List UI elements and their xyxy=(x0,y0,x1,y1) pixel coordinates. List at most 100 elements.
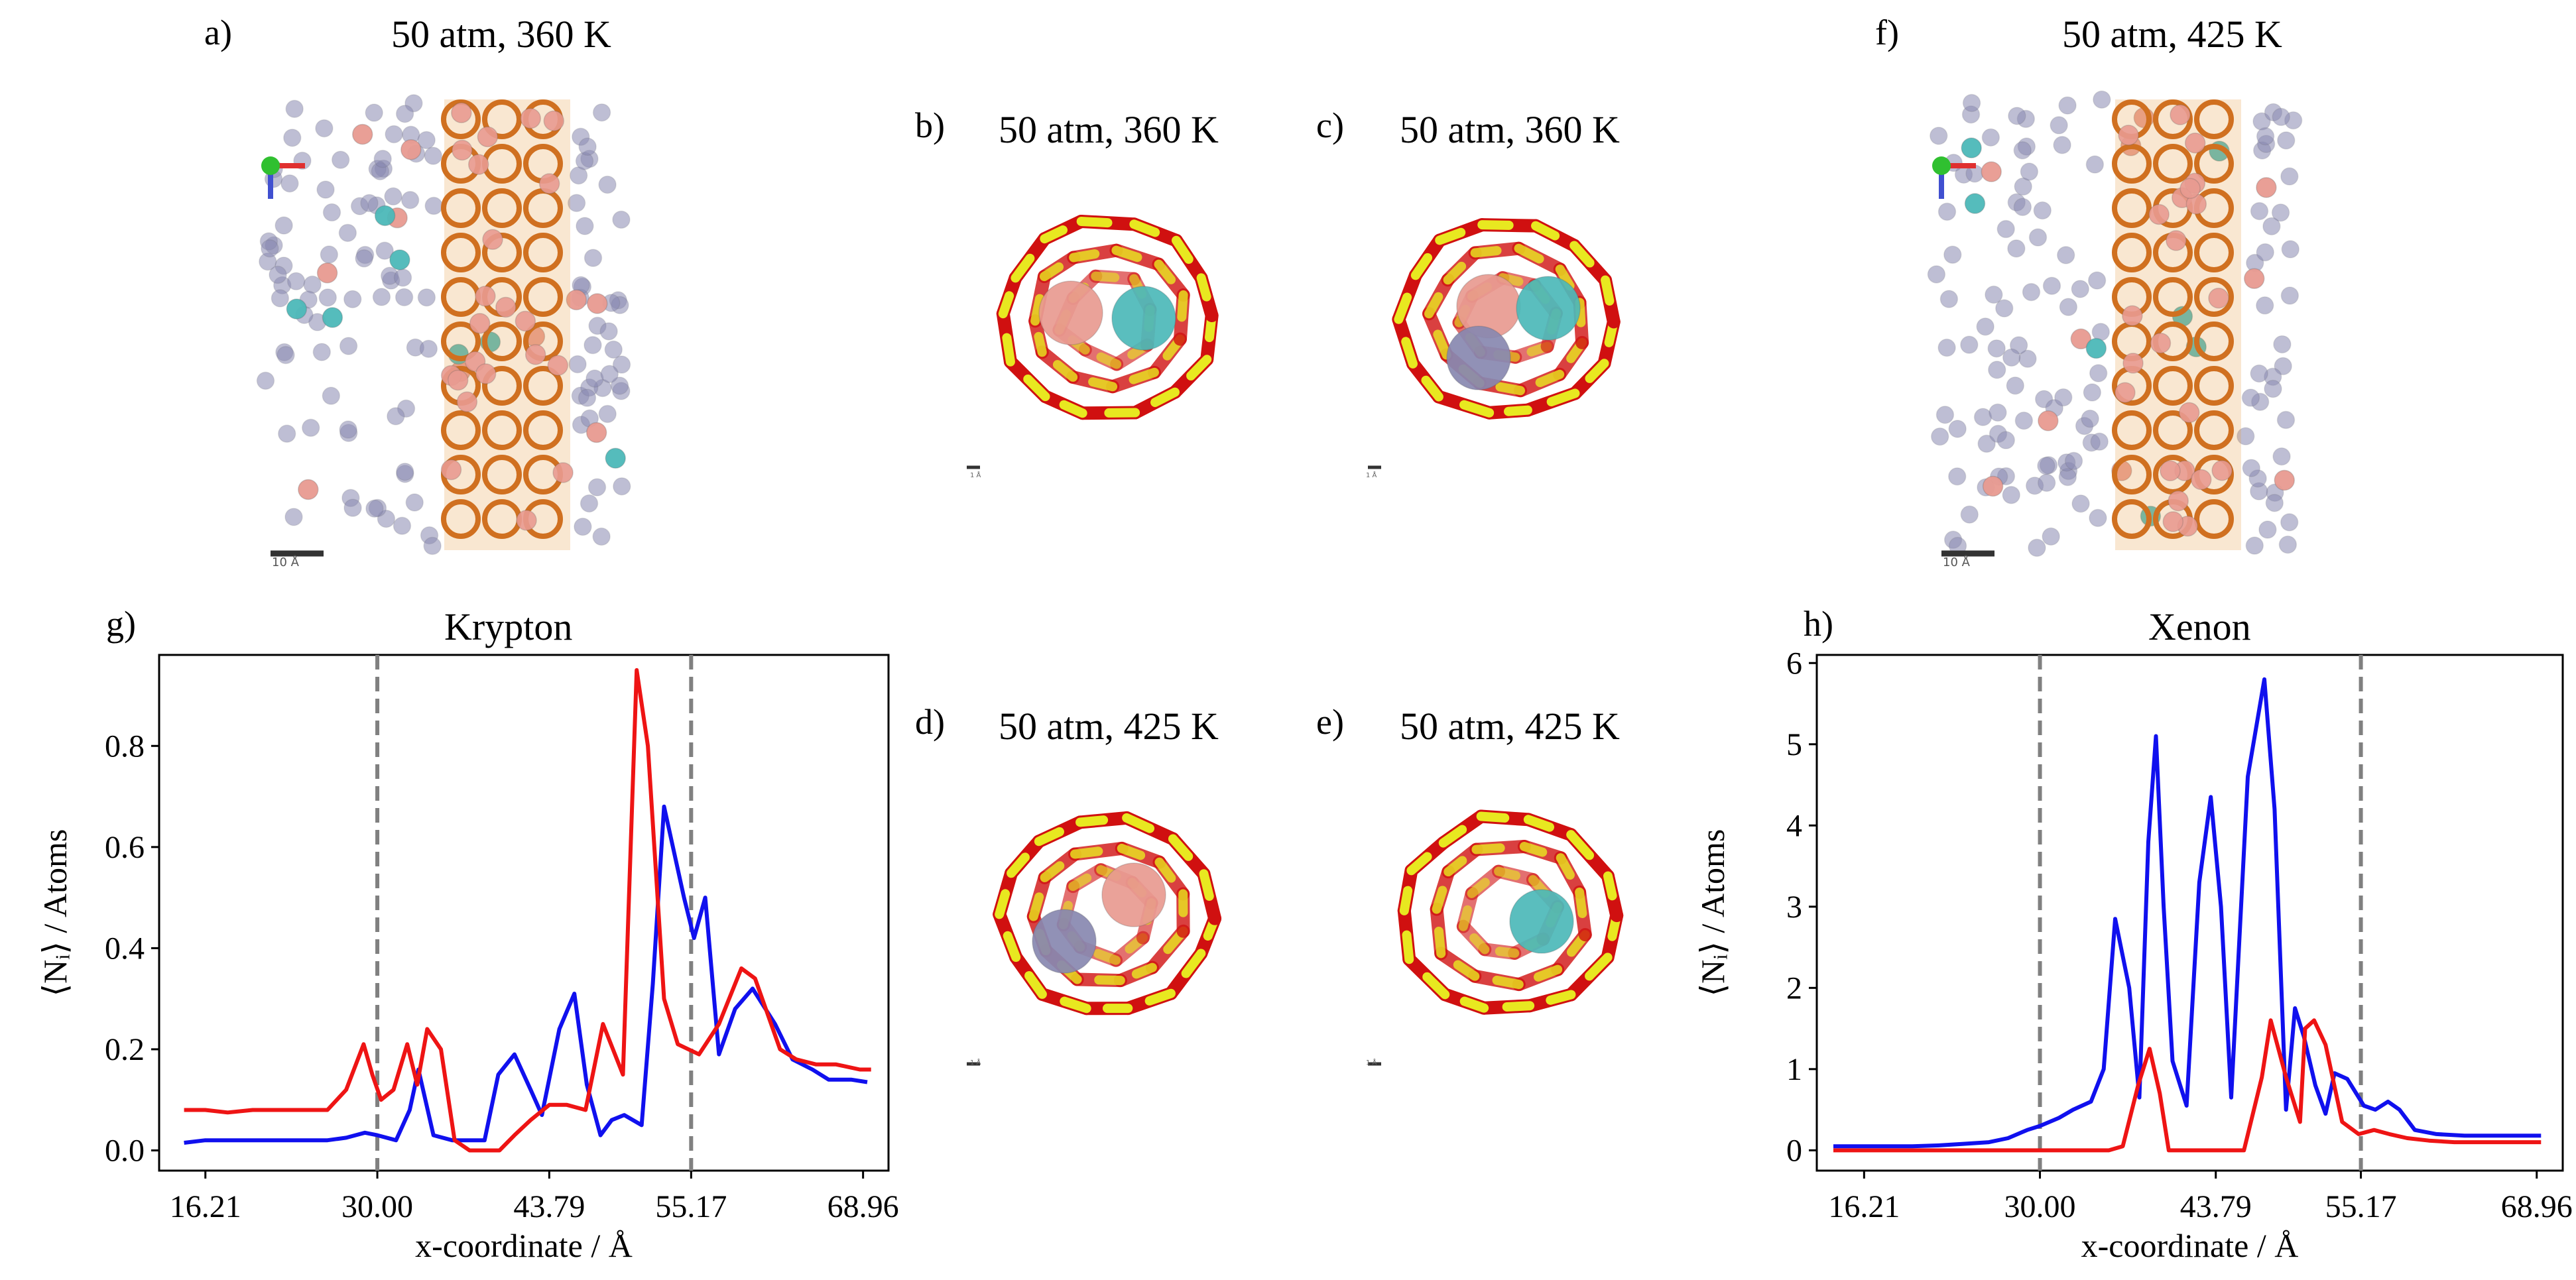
gas-atom xyxy=(375,241,394,260)
si-bond xyxy=(1131,962,1157,979)
panel-e-letter: e) xyxy=(1316,702,1344,742)
gas-atom xyxy=(2265,493,2284,512)
gas-atom xyxy=(1930,127,1948,145)
si-bond xyxy=(1494,866,1520,880)
adsorbed-atom xyxy=(452,139,473,161)
si-bond xyxy=(1154,259,1176,284)
si-bond xyxy=(1502,1001,1535,1012)
series-line-blue xyxy=(1833,677,2542,1149)
adsorbed-atom xyxy=(2170,104,2191,125)
si-bond xyxy=(1523,815,1555,832)
scale-bar-label: 10 Å xyxy=(272,555,299,569)
gas-atom xyxy=(2064,451,2083,471)
gas-atom xyxy=(2277,131,2296,150)
si-bond xyxy=(1069,249,1100,262)
gas-atom xyxy=(2037,456,2055,475)
y-tick-label: 0.8 xyxy=(105,728,145,764)
krypton-atom xyxy=(2038,410,2059,432)
gas-atom xyxy=(2280,167,2299,186)
si-bond xyxy=(1096,352,1122,369)
panel-d-title: 50 atm, 425 K xyxy=(999,705,1219,748)
gas-atom xyxy=(2250,364,2268,383)
gas-atom xyxy=(2083,383,2102,402)
framework-ring xyxy=(2112,410,2152,450)
si-bond xyxy=(1438,825,1467,848)
scale-bar-label: 10 Å xyxy=(1943,555,1970,569)
gas-atom xyxy=(2256,296,2274,315)
gas-atom xyxy=(1977,434,1996,453)
si-bond xyxy=(1556,853,1575,880)
si-bond xyxy=(1519,841,1548,857)
gas-atom xyxy=(583,249,603,267)
adsorbed-atom xyxy=(456,391,478,412)
si-bond xyxy=(1424,292,1443,319)
gas-atom xyxy=(2037,473,2056,493)
panel-a: a) 50 atm, 360 K 10 Å xyxy=(199,0,796,583)
framework-ring xyxy=(441,233,481,272)
si-bond xyxy=(1531,221,1560,241)
gas-atom xyxy=(331,150,350,169)
si-bond xyxy=(1186,355,1212,380)
gas-atom xyxy=(275,216,293,235)
adsorbed-atom xyxy=(469,313,491,334)
framework-ring xyxy=(2112,499,2152,539)
gas-atom xyxy=(395,104,414,123)
cage-e xyxy=(1368,809,1624,1066)
panel-f-title: 50 atm, 425 K xyxy=(2062,13,2282,56)
cage-d xyxy=(967,811,1222,1066)
krypton-atom xyxy=(2070,328,2092,350)
xenon-atom xyxy=(1509,889,1574,954)
zeolite-cage xyxy=(993,811,1222,1016)
xenon-atom xyxy=(1964,193,1986,214)
gas-atom xyxy=(576,217,594,235)
gas-atom xyxy=(384,187,402,206)
xenon-atom xyxy=(374,205,396,227)
krypton-atom xyxy=(1101,862,1166,927)
krypton-atom xyxy=(585,422,607,443)
krypton-atom xyxy=(351,123,373,145)
gas-atom xyxy=(424,146,443,165)
gas-atom xyxy=(2262,217,2281,236)
si-bond xyxy=(1076,216,1113,228)
adsorbed-atom xyxy=(2148,204,2170,225)
krypton-atom xyxy=(298,479,319,500)
panel-d-letter: d) xyxy=(915,702,945,742)
framework-ring xyxy=(2153,277,2193,317)
adsorbed-atom xyxy=(467,154,489,175)
si-bond xyxy=(1399,886,1413,915)
gas-atom xyxy=(1935,406,1955,424)
panel-d: d) 50 atm, 425 K 1 Å xyxy=(908,689,1293,1087)
gas-atom xyxy=(355,249,373,268)
adsorbed-atom xyxy=(2150,332,2172,354)
si-bond xyxy=(1555,264,1575,291)
gas-atom xyxy=(284,508,303,526)
gas-atom xyxy=(2276,410,2296,430)
gas-atom xyxy=(2033,201,2052,220)
adsorbed-atom xyxy=(520,107,541,129)
gas-atom xyxy=(2071,495,2090,513)
gas-atom xyxy=(2020,162,2039,181)
si-bond xyxy=(1040,225,1068,244)
krypton-atom xyxy=(2243,268,2265,289)
si-bond xyxy=(1432,886,1447,914)
si-bond xyxy=(1434,926,1446,959)
si-bond xyxy=(1546,990,1576,1005)
gas-atom xyxy=(610,377,629,395)
si-bond xyxy=(1052,360,1078,382)
gas-atom xyxy=(1987,339,2006,358)
gas-atom xyxy=(1960,505,1979,524)
si-bond xyxy=(1601,275,1615,306)
panel-b-title: 50 atm, 360 K xyxy=(999,108,1219,151)
si-bond xyxy=(1575,887,1587,919)
gas-atom xyxy=(393,516,412,536)
si-bond xyxy=(1068,873,1092,892)
panel-c-letter: c) xyxy=(1316,105,1344,145)
gas-atom xyxy=(2241,388,2260,407)
adsorbed-atom xyxy=(2162,511,2184,532)
gas-atom xyxy=(400,191,420,209)
gas-atom xyxy=(2006,376,2025,395)
gas-atom xyxy=(2272,447,2291,466)
panel-e-title: 50 atm, 425 K xyxy=(1400,705,1620,748)
gas-atom xyxy=(2281,240,2300,259)
si-bond xyxy=(1458,905,1473,931)
